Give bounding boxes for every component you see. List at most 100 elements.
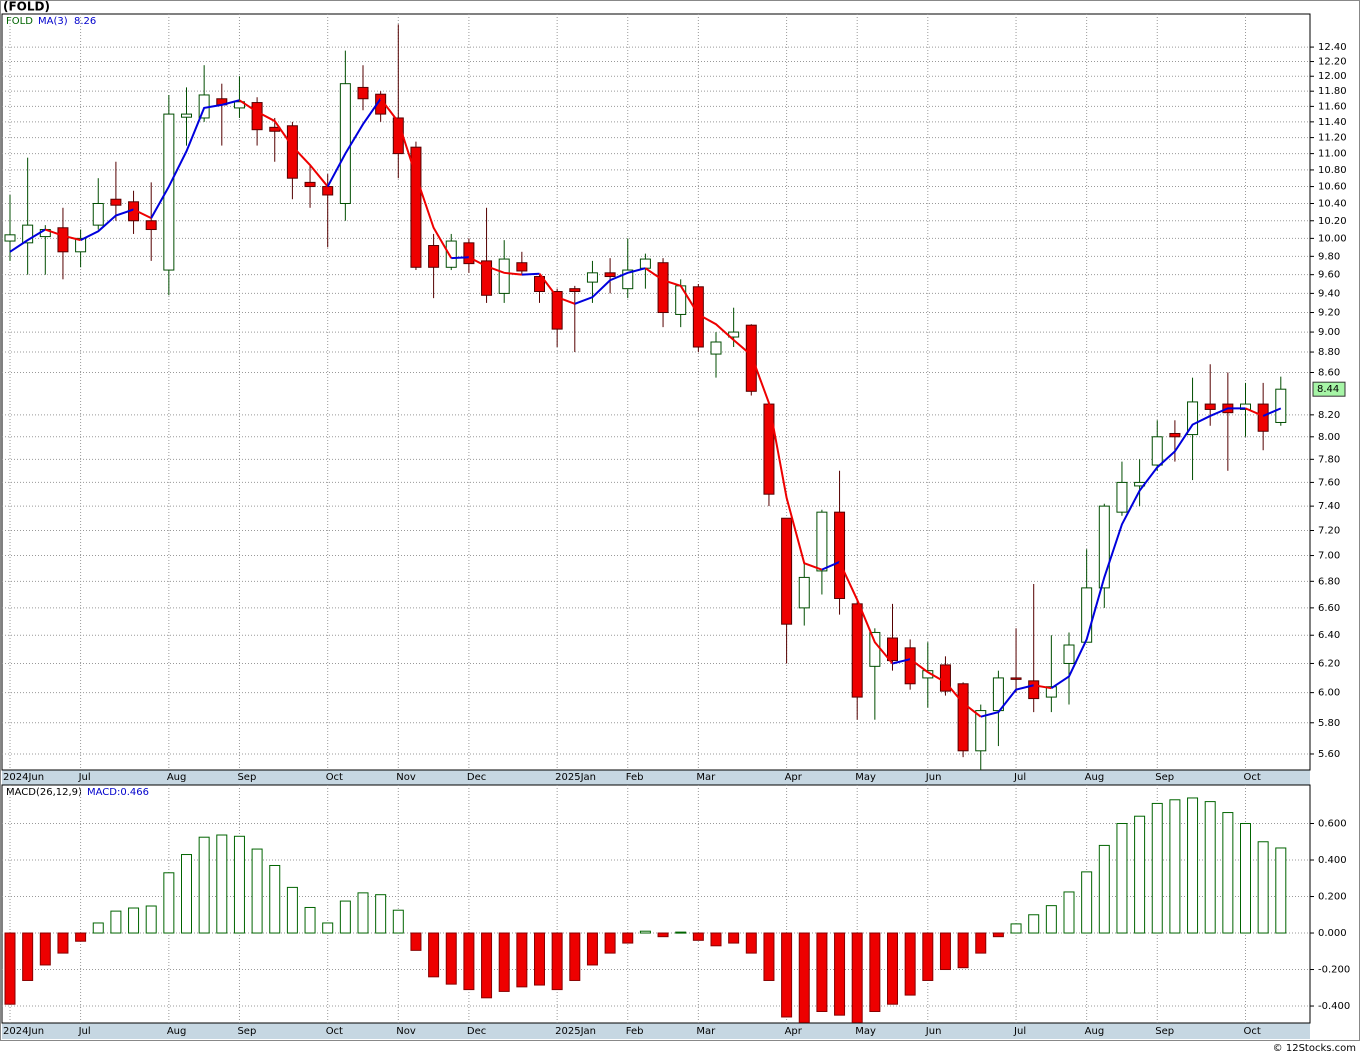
y-tick-label: 9.60 xyxy=(1318,270,1340,281)
y-tick-label: 6.00 xyxy=(1318,688,1340,699)
candle-body xyxy=(110,198,122,206)
last-price-label: 8.44 xyxy=(1317,384,1339,395)
macd-bar xyxy=(128,907,140,934)
x-tick-label: Dec xyxy=(467,772,486,783)
candle-body xyxy=(1257,403,1269,432)
candle-body xyxy=(339,83,351,204)
macd-bar xyxy=(1222,812,1234,934)
candle-body xyxy=(569,288,581,293)
macd-bar xyxy=(304,906,316,934)
macd-bar xyxy=(92,922,104,934)
x-tick-label: May xyxy=(855,1026,876,1037)
legend-symbol: FOLD xyxy=(6,16,33,27)
y-tick-label: 10.60 xyxy=(1318,182,1347,193)
candle-body xyxy=(75,237,87,253)
footer: © 12Stocks.com xyxy=(1273,1043,1356,1054)
candle-body xyxy=(816,511,828,572)
x-tick-label: 2025Jan xyxy=(555,772,596,783)
macd-bar xyxy=(1010,923,1022,934)
macd-bar xyxy=(569,932,581,981)
ma-line xyxy=(326,98,382,188)
x-tick-label: 2024Jun xyxy=(3,772,44,783)
macd-bar xyxy=(763,932,775,981)
y-tick-label: -0.200 xyxy=(1318,965,1350,976)
macd-bar xyxy=(251,848,263,934)
x-tick-label: Jun xyxy=(925,772,942,783)
legend-macd-value: MACD:0.466 xyxy=(87,787,149,798)
y-tick-label: 12.00 xyxy=(1318,71,1347,82)
macd-bar xyxy=(675,931,687,934)
x-tick-label: Feb xyxy=(626,772,644,783)
macd-bar xyxy=(216,834,228,934)
macd-bar xyxy=(1081,871,1093,934)
macd-bar xyxy=(604,932,616,954)
macd-bar xyxy=(551,932,563,991)
macd-bar xyxy=(445,932,457,985)
y-tick-label: 6.40 xyxy=(1318,630,1340,641)
ma-line xyxy=(1050,407,1246,690)
y-tick-label: 10.00 xyxy=(1318,233,1347,244)
candle-body xyxy=(975,710,987,752)
candle-body xyxy=(357,86,369,100)
ma-line xyxy=(980,684,1034,718)
candle-body xyxy=(1187,401,1199,436)
panel-frame xyxy=(1,13,1311,771)
y-tick-label: 6.20 xyxy=(1318,658,1340,669)
macd-bar xyxy=(781,932,793,1018)
macd-bar xyxy=(339,900,351,934)
macd-bar xyxy=(1151,802,1163,934)
macd-bar xyxy=(657,932,669,938)
candle-body xyxy=(957,683,969,752)
candle-body xyxy=(428,245,440,268)
macd-bar xyxy=(233,835,245,934)
ma-line xyxy=(838,561,894,665)
y-tick-label: 9.20 xyxy=(1318,308,1340,319)
y-tick-label: 0.600 xyxy=(1318,819,1347,830)
candle-body xyxy=(1204,403,1216,410)
candle-body xyxy=(251,102,263,131)
candle-body xyxy=(163,113,175,271)
x-tick-label: Apr xyxy=(785,1026,803,1037)
macd-bar xyxy=(75,932,87,942)
y-tick-label: 11.20 xyxy=(1318,133,1347,144)
candle-body xyxy=(551,291,563,330)
macd-bar xyxy=(1187,797,1199,934)
macd-bar xyxy=(816,932,828,1013)
y-tick-label: 6.60 xyxy=(1318,603,1340,614)
x-tick-label: Mar xyxy=(696,1026,716,1037)
macd-bar xyxy=(922,932,934,981)
y-tick-label: 11.80 xyxy=(1318,86,1347,97)
candle-body xyxy=(622,269,634,290)
candle-body xyxy=(869,631,881,667)
x-tick-label: Aug xyxy=(1085,1026,1105,1037)
x-tick-label: Nov xyxy=(396,1026,416,1037)
macd-bar xyxy=(692,932,704,941)
candle-body xyxy=(781,517,793,625)
candle-body xyxy=(851,603,863,698)
macd-bar xyxy=(481,932,493,999)
x-tick-label: Mar xyxy=(696,772,716,783)
x-tick-label: Jul xyxy=(78,772,91,783)
y-tick-label: 11.00 xyxy=(1318,149,1347,160)
chart-title: (FOLD) xyxy=(3,0,50,14)
ma-line xyxy=(644,267,823,571)
macd-bar xyxy=(869,932,881,1013)
panel-frame xyxy=(1,784,1311,1024)
candle-body xyxy=(304,181,316,188)
ma-line xyxy=(379,98,453,259)
y-tick-label: 0.200 xyxy=(1318,892,1347,903)
candle-body xyxy=(445,240,457,268)
macd-bar xyxy=(1257,841,1269,934)
macd-bar xyxy=(110,910,122,934)
macd-bar xyxy=(992,932,1004,938)
candle-body xyxy=(57,227,69,253)
ma-line xyxy=(1033,684,1052,690)
y-tick-label: 12.20 xyxy=(1318,57,1347,68)
candle-body xyxy=(286,125,298,179)
macd-bar xyxy=(498,932,510,992)
macd-bar xyxy=(198,836,210,934)
y-tick-label: 7.80 xyxy=(1318,454,1340,465)
macd-bar xyxy=(534,932,545,986)
x-tick-label: Jul xyxy=(1013,1026,1026,1037)
candle-body xyxy=(710,341,722,355)
